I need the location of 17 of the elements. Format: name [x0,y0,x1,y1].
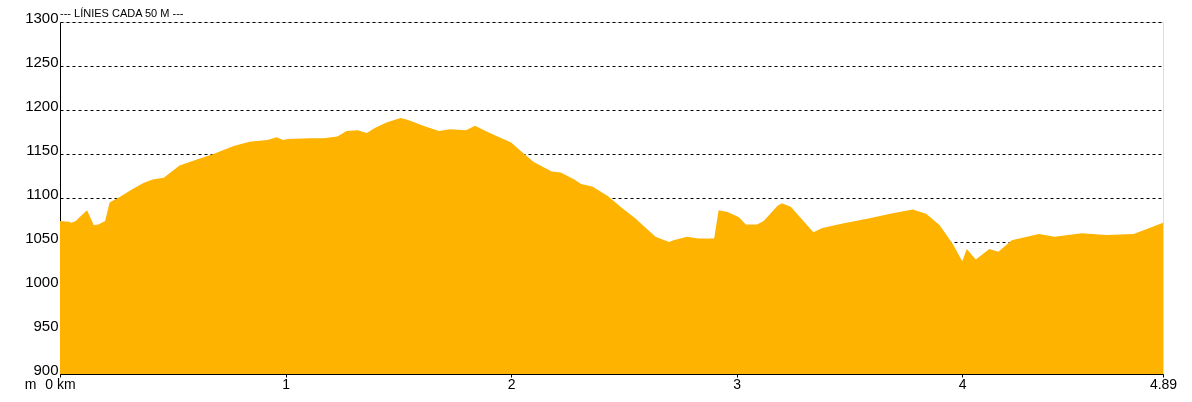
x-tick-label: 0 km [45,375,76,392]
y-tick-label: 950 [33,316,59,334]
x-tick-label: 1 [282,375,291,392]
x-tick-label: 4 [958,375,967,392]
y-tick-label: 1300 [25,8,59,26]
y-tick-label: 1150 [26,140,59,158]
y-tick-label: 1000 [25,272,59,290]
x-tick-label: 2 [507,375,516,392]
chart-title: --- LÍNIES CADA 50 M --- [60,7,184,19]
y-tick-label: 900 [33,360,59,378]
y-tick-label: 1050 [25,228,59,246]
y-tick-label: 1200 [25,96,59,114]
y-tick-label: 1250 [25,52,59,70]
x-tick-label: 4.89 [1149,375,1178,392]
y-axis-title: m [24,375,37,392]
x-tick-label: 3 [733,375,742,392]
y-tick-label: 1100 [26,184,59,202]
